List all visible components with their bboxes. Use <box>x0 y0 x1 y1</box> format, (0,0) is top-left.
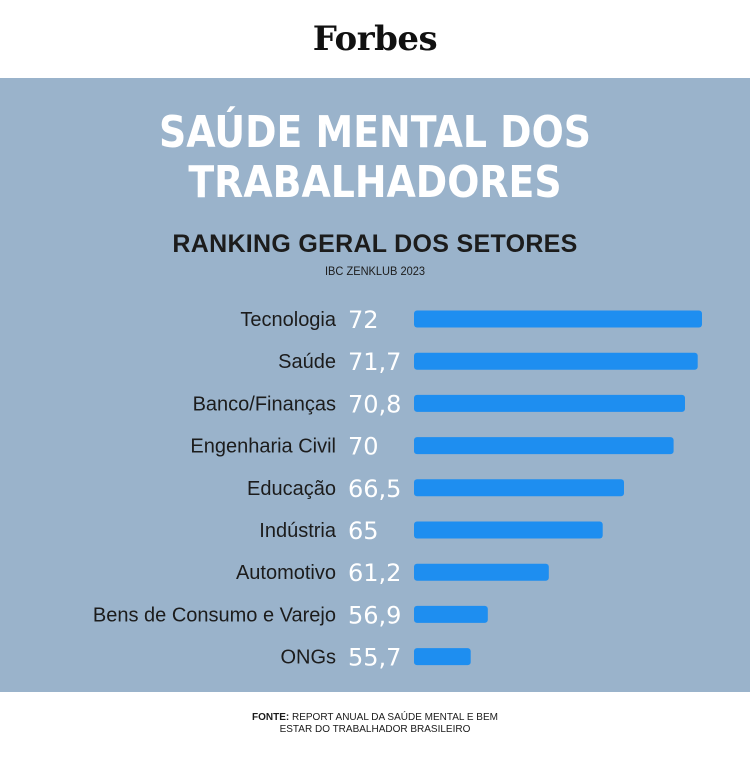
chart-title: SAÚDE MENTAL DOS TRABALHADORES <box>159 107 591 208</box>
value-label: 61,2 <box>348 559 401 587</box>
category-label: Banco/Finanças <box>193 393 336 415</box>
bar <box>414 352 698 370</box>
value-label: 70 <box>348 433 379 461</box>
bar <box>414 521 603 539</box>
bar <box>414 605 488 623</box>
bar <box>414 437 674 455</box>
value-label: 72 <box>348 306 379 334</box>
chart-subtitle: RANKING GERAL DOS SETORES <box>172 230 578 258</box>
category-label: Engenharia Civil <box>190 436 336 458</box>
footer-source: FONTE: REPORT ANUAL DA SAÚDE MENTAL E BE… <box>0 712 750 736</box>
bar <box>414 310 702 328</box>
bar <box>414 648 471 666</box>
category-label: Automotivo <box>236 562 336 584</box>
category-label: Bens de Consumo e Varejo <box>93 604 336 626</box>
category-label: ONGs <box>280 647 336 669</box>
logo-bar: Forbes <box>0 0 750 78</box>
value-label: 66,5 <box>348 475 401 503</box>
category-label: Tecnologia <box>240 309 337 331</box>
chart-panel: SAÚDE MENTAL DOS TRABALHADORES RANKING G… <box>0 78 750 692</box>
footer-text-line2: ESTAR DO TRABALHADOR BRASILEIRO <box>279 724 471 735</box>
footer-label: FONTE: <box>252 712 290 723</box>
value-label: 55,7 <box>348 644 401 672</box>
value-label: 56,9 <box>348 601 401 629</box>
value-label: 65 <box>348 517 379 545</box>
chart-source-label: IBC ZENKLUB 2023 <box>324 264 426 278</box>
bar <box>414 479 624 497</box>
category-label: Saúde <box>278 351 336 373</box>
bar <box>414 394 685 412</box>
bar <box>414 563 549 581</box>
category-label: Indústria <box>259 520 337 542</box>
footer-text-line1: REPORT ANUAL DA SAÚDE MENTAL E BEM <box>292 712 498 723</box>
bar-chart: Tecnologia 72 Saúde 71,7 Banco/Finanças 70,8 E… <box>93 306 702 672</box>
category-label: Educação <box>247 478 336 500</box>
value-label: 70,8 <box>348 390 401 418</box>
forbes-logo: Forbes <box>312 19 438 59</box>
value-label: 71,7 <box>348 348 401 376</box>
